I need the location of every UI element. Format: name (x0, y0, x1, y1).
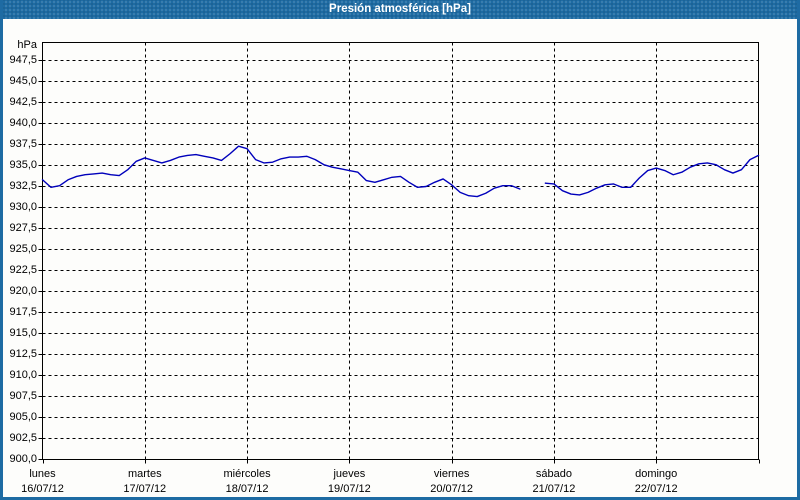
y-tick-label: 937,5 (9, 137, 37, 150)
x-day-date: 17/07/12 (123, 483, 167, 495)
y-tick-label: 905,0 (9, 410, 37, 423)
chart-area: hPa 947,5 945,0 942,5 940,0 937,5 935,0 932,5 9… (3, 19, 797, 497)
y-tick-label: 927,5 (9, 221, 37, 234)
y-tick-label: 917,5 (9, 305, 37, 318)
y-tick-label: 915,0 (9, 326, 37, 339)
y-tick-label: 935,0 (9, 158, 37, 171)
x-day-date: 19/07/12 (327, 483, 371, 495)
x-day-date: 20/07/12 (430, 483, 474, 495)
x-day-date: 18/07/12 (225, 483, 269, 495)
title-bar[interactable]: Presión atmosférica [hPa] (3, 0, 797, 19)
x-day-name: jueves (333, 468, 366, 480)
y-tick-label: 907,5 (9, 389, 37, 402)
y-tick-label: 920,0 (9, 284, 37, 297)
x-day-date: 21/07/12 (532, 483, 576, 495)
y-tick-label: 947,5 (9, 53, 37, 66)
y-tick-label: 910,0 (9, 368, 37, 381)
x-day-name: miércoles (223, 468, 271, 480)
y-tick-label: 925,0 (9, 242, 37, 255)
chart-title: Presión atmosférica [hPa] (329, 3, 471, 15)
y-tick-label: 930,0 (9, 200, 37, 213)
x-day-name: martes (127, 468, 162, 480)
y-tick-label: 940,0 (9, 116, 37, 129)
y-tick-label: 912,5 (9, 347, 37, 360)
y-tick-label: 922,5 (9, 263, 37, 276)
y-axis-unit-label: hPa (17, 39, 37, 51)
x-day-date: 16/07/12 (21, 483, 64, 495)
y-tick-label: 945,0 (9, 74, 37, 87)
x-day-name: sábado (535, 468, 572, 480)
x-day-name: lunes (29, 468, 56, 480)
y-tick-label: 900,0 (9, 452, 37, 465)
x-day-name: domingo (635, 468, 678, 480)
y-tick-label: 942,5 (9, 95, 37, 108)
x-day-name: viernes (433, 468, 470, 480)
y-tick-label: 932,5 (9, 179, 37, 192)
x-day-date: 22/07/12 (634, 483, 678, 495)
y-tick-label: 902,5 (9, 431, 37, 444)
